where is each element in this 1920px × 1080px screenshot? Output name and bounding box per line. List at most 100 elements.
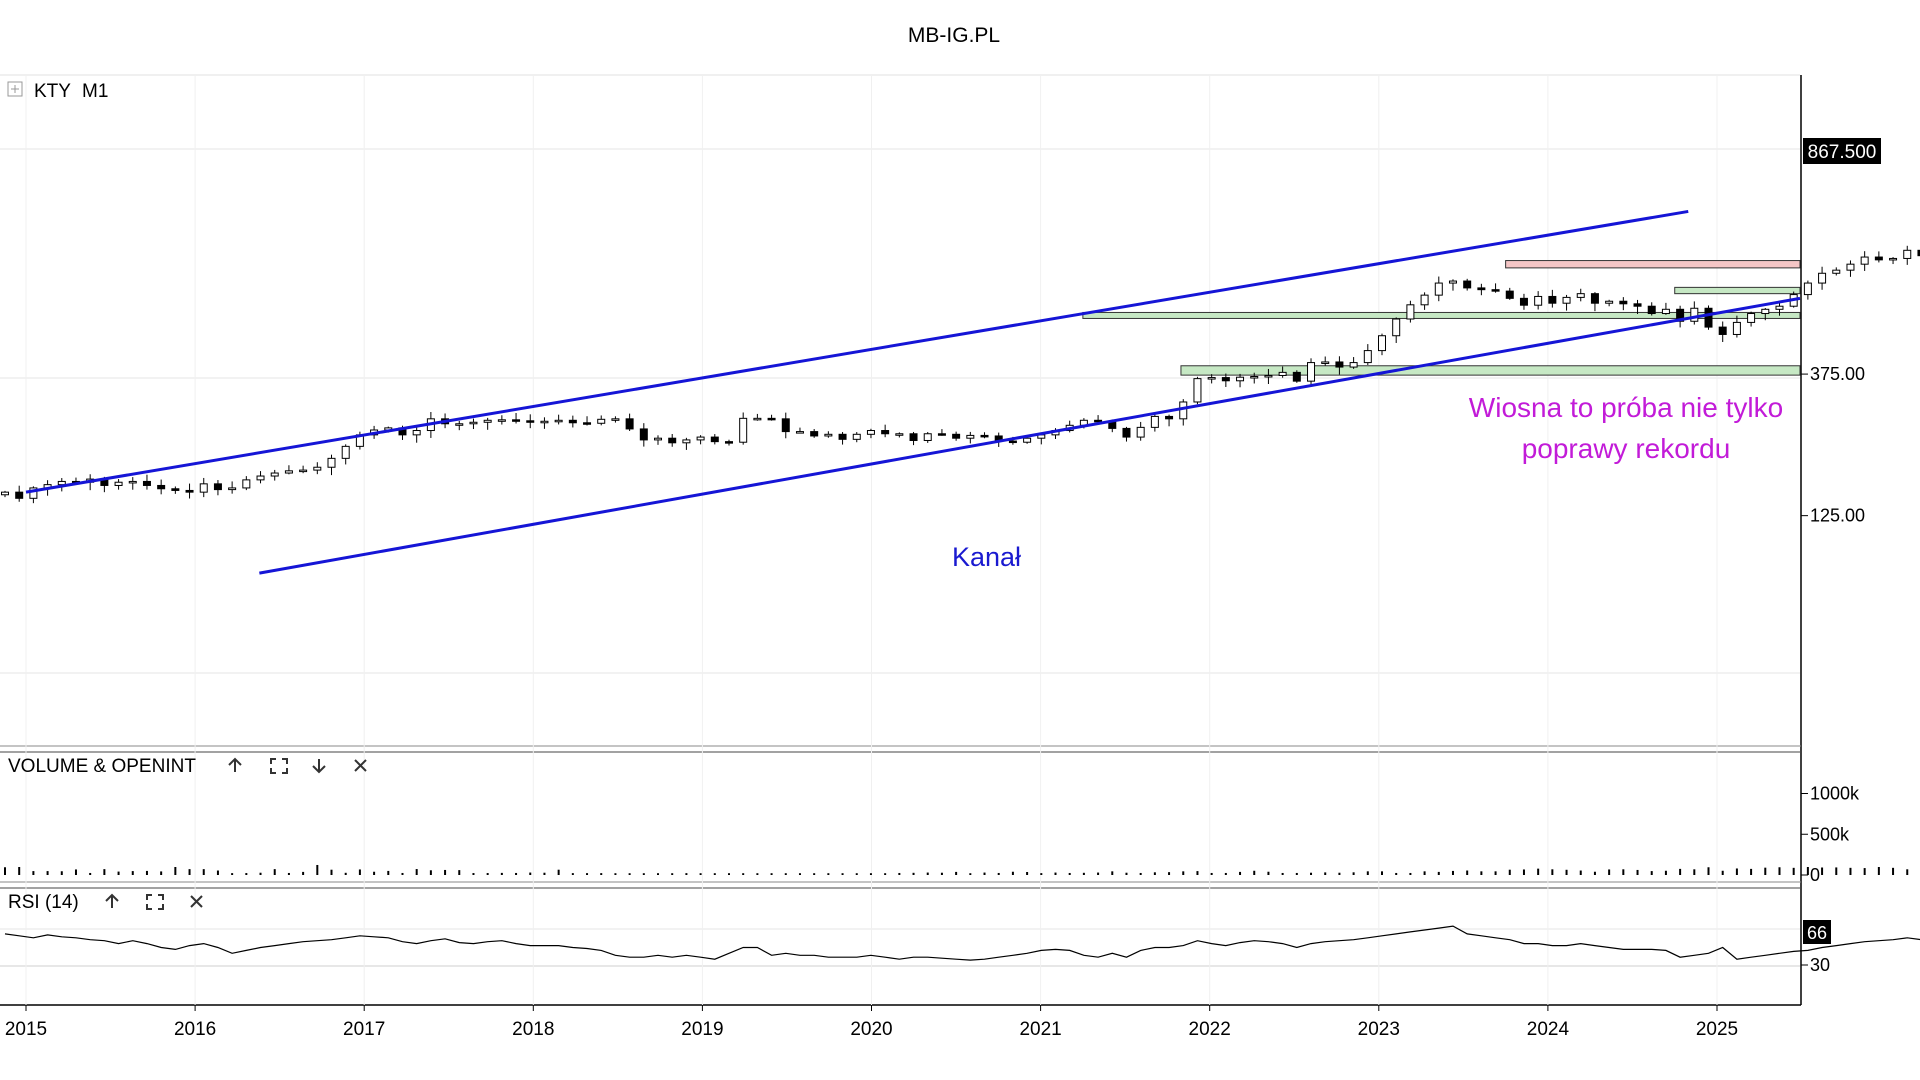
candle-body (213, 483, 222, 491)
close-icon[interactable] (190, 895, 203, 908)
candle-body (1747, 313, 1756, 323)
candle (909, 431, 918, 446)
candle (1378, 333, 1387, 356)
annotation-note-line1: Wiosna to próba nie tylko (1469, 392, 1783, 423)
candle-body (15, 491, 24, 499)
symbol-header[interactable]: KTY M1 (7, 81, 108, 102)
candle (625, 413, 634, 431)
candle (1491, 283, 1500, 293)
time-tick-label: 2018 (512, 1019, 554, 1040)
timeframe-label: M1 (82, 81, 108, 102)
candle-body (1761, 308, 1770, 315)
candle-body (710, 436, 719, 443)
candle (1874, 251, 1883, 263)
candle-body (1562, 296, 1571, 304)
candle-body (1434, 282, 1443, 296)
candle-body (1548, 295, 1557, 304)
price-tick-label: 125.00 (1810, 506, 1865, 526)
time-tick-label: 2019 (681, 1019, 723, 1040)
candle-body (1860, 256, 1869, 265)
symbol-label: KTY (34, 81, 71, 102)
candle (1590, 292, 1599, 312)
candle-body (1874, 256, 1883, 261)
candle-body (455, 423, 464, 426)
channel-line (25, 209, 1689, 494)
candle-body (1505, 290, 1514, 299)
plus-box-icon[interactable] (7, 81, 23, 97)
candle (795, 427, 804, 434)
arrow-up-icon[interactable] (105, 893, 119, 908)
candle (213, 480, 222, 496)
candle (469, 418, 478, 430)
candle (1761, 308, 1770, 321)
candle-body (1534, 295, 1543, 306)
candle-body (753, 417, 762, 421)
time-tick-label: 2016 (174, 1019, 216, 1040)
candle-body (1278, 371, 1287, 376)
candle (781, 412, 790, 439)
channel-lines (25, 209, 1801, 575)
candle (157, 479, 166, 495)
candle-body (1605, 300, 1614, 304)
candle-body (952, 433, 961, 439)
candle (1477, 283, 1486, 296)
candle (838, 432, 847, 445)
candle-body (781, 418, 790, 433)
candle (1221, 373, 1230, 387)
candle-body (299, 469, 308, 473)
rsi-series (4, 925, 1920, 961)
candle-body (1221, 377, 1230, 382)
candle-body (512, 419, 521, 422)
candle (611, 416, 620, 423)
candle-body (1150, 415, 1159, 428)
candle (540, 417, 549, 429)
arrow-up-icon[interactable] (228, 757, 242, 772)
candle-body (313, 466, 322, 471)
candle-body (1477, 287, 1486, 291)
candle-body (1704, 307, 1713, 328)
arrow-down-icon[interactable] (312, 759, 326, 774)
candle (1676, 305, 1685, 328)
candle-body (469, 421, 478, 425)
candle (412, 426, 421, 443)
candle-body (1732, 321, 1741, 335)
candle (497, 415, 506, 425)
candle (1576, 288, 1585, 302)
candle-body (1094, 419, 1103, 423)
candle (526, 414, 535, 429)
candle (313, 462, 322, 475)
candle-body (1448, 280, 1457, 284)
candle (1690, 301, 1699, 325)
rsi-last-value-badge: 66 (1803, 920, 1831, 944)
close-icon[interactable] (354, 759, 367, 772)
candle (682, 437, 691, 450)
candle (881, 424, 890, 438)
candle (199, 477, 208, 498)
candle-body (256, 475, 265, 481)
rsi-last-value-label: 66 (1807, 923, 1827, 943)
candle-body (1307, 362, 1316, 382)
candle (639, 423, 648, 447)
candle (1264, 368, 1273, 384)
candle (952, 431, 961, 441)
candle-body (199, 483, 208, 493)
time-tick-label: 2015 (5, 1019, 47, 1040)
maximize-icon[interactable] (146, 894, 164, 910)
candle (710, 434, 719, 445)
candle (1718, 321, 1727, 342)
candle (341, 444, 350, 465)
candle (1165, 414, 1174, 427)
candle-body (1889, 257, 1898, 261)
candle (583, 416, 592, 426)
support-zone (1180, 365, 1801, 376)
chart-header-title: MB-IG.PL (908, 24, 1000, 47)
time-tick-label: 2022 (1189, 1019, 1231, 1040)
candle-body (554, 419, 563, 423)
candle-body (1193, 378, 1202, 403)
candle-body (1, 491, 9, 496)
maximize-icon[interactable] (270, 758, 288, 774)
candle (1136, 421, 1145, 441)
annotation-note-line2: poprawy rekordu (1522, 433, 1731, 464)
candle-body (639, 428, 648, 441)
support-zone (1082, 311, 1801, 319)
